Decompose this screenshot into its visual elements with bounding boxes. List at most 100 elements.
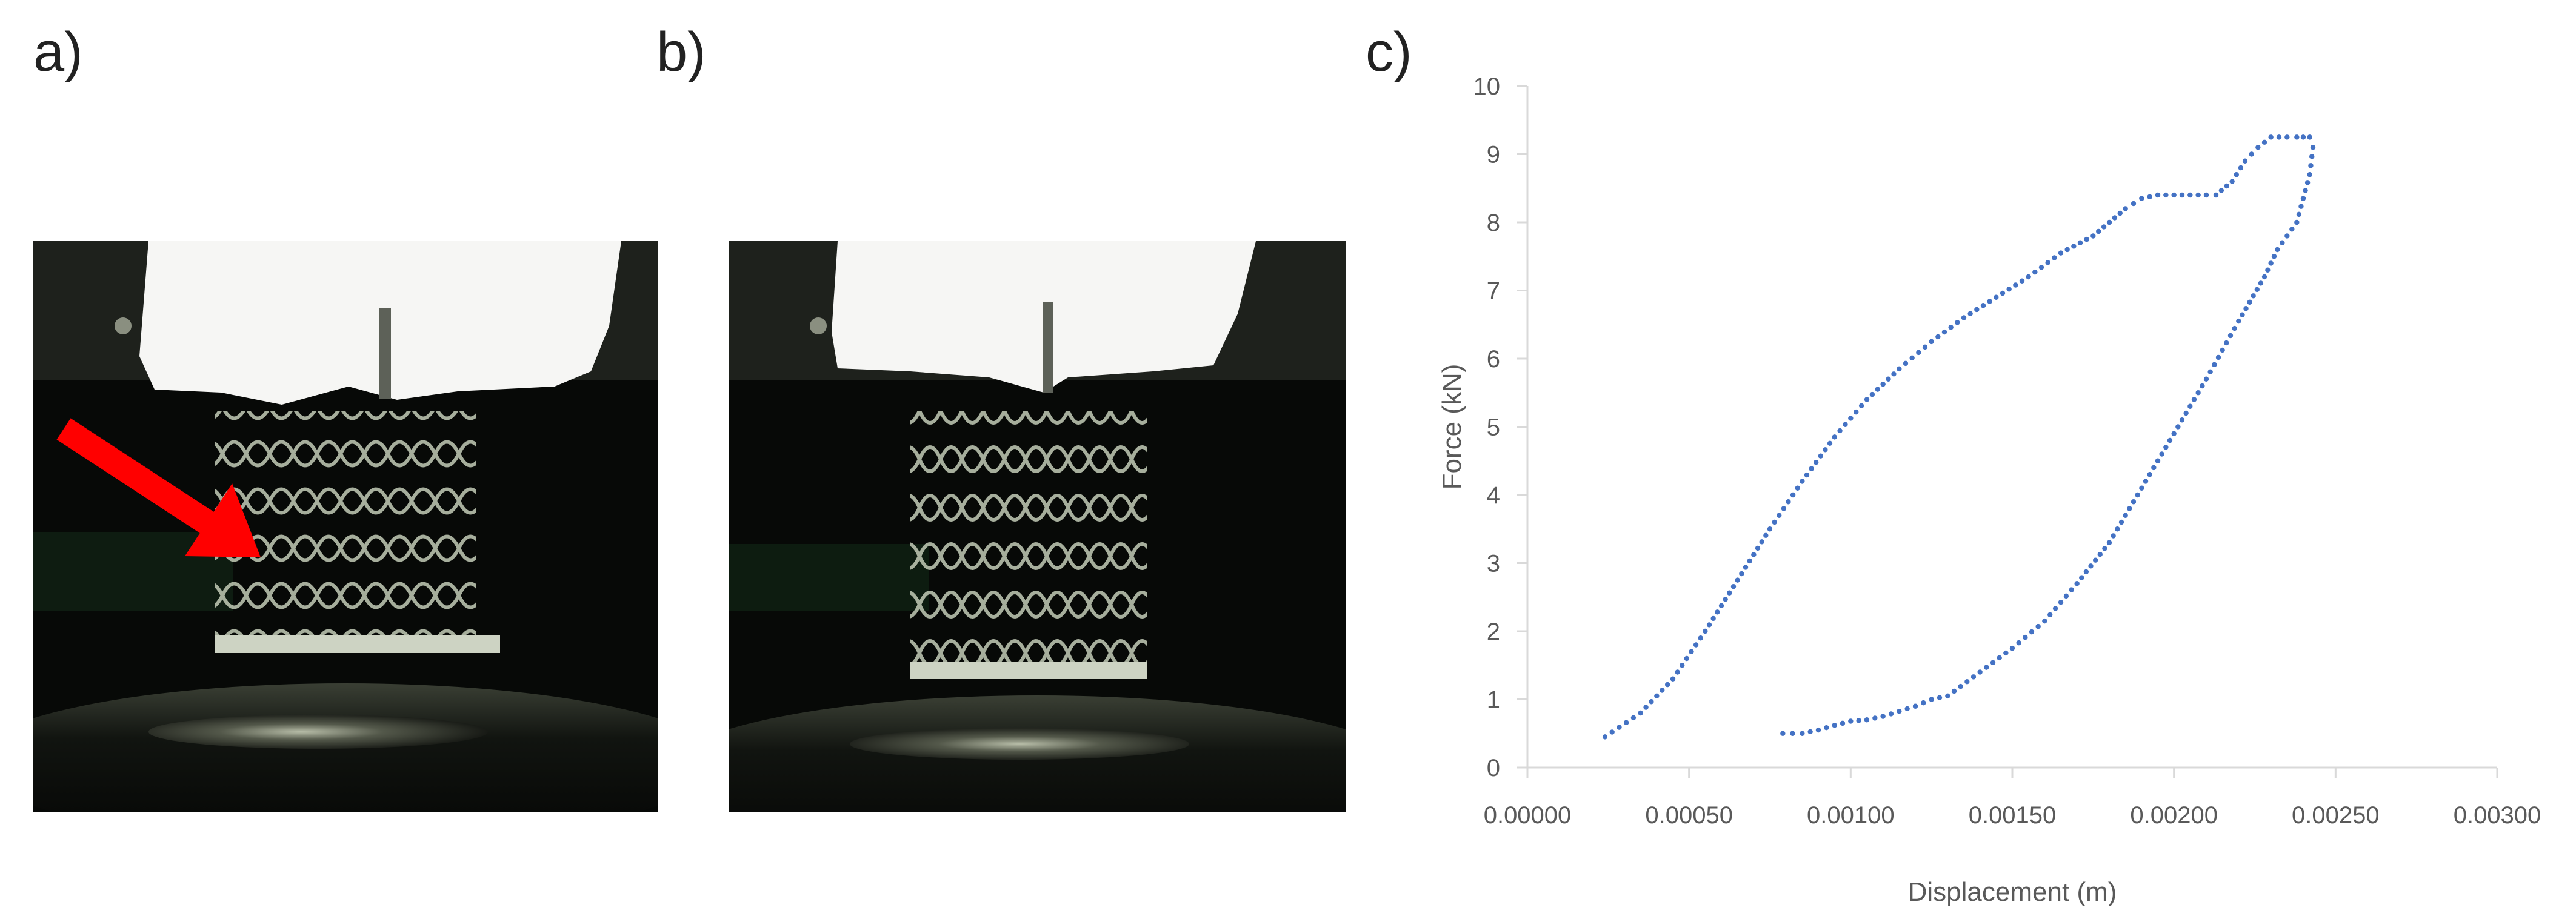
data-point — [2147, 472, 2152, 477]
data-point — [1767, 526, 1773, 532]
data-point — [2265, 267, 2271, 273]
data-point — [2238, 165, 2244, 171]
data-point — [2058, 599, 2064, 605]
data-point — [1703, 628, 1708, 634]
data-point — [2307, 134, 2312, 140]
x-tick-label: 0.00000 — [1484, 802, 1572, 829]
data-point — [1967, 311, 1973, 316]
data-point — [2195, 192, 2201, 198]
data-point — [2284, 233, 2290, 239]
data-point — [1958, 683, 1963, 689]
data-point — [1897, 708, 1902, 714]
data-point — [2026, 274, 2031, 280]
y-tick-label: 8 — [1487, 210, 1500, 236]
data-point — [1747, 558, 1752, 564]
data-point — [2139, 196, 2144, 201]
data-point — [2106, 540, 2112, 545]
data-point — [2236, 318, 2241, 324]
data-point — [2035, 623, 2041, 629]
data-point — [1781, 506, 1787, 511]
data-point — [2096, 228, 2101, 234]
data-point — [1935, 334, 1941, 340]
data-point — [2083, 569, 2089, 575]
data-point — [2151, 465, 2157, 471]
data-point — [1807, 729, 1813, 735]
data-point — [1974, 307, 1980, 313]
data-point — [1772, 519, 1777, 525]
data-point — [2200, 383, 2205, 389]
data-point — [1977, 669, 1983, 675]
data-point — [1937, 695, 1943, 700]
data-point — [1964, 679, 1970, 685]
photo-b — [729, 241, 1346, 812]
data-point — [2276, 134, 2282, 140]
data-point — [2102, 546, 2107, 551]
y-tick-label: 6 — [1487, 346, 1500, 373]
data-point — [2032, 269, 2038, 275]
data-point — [2123, 206, 2128, 211]
data-point — [2135, 492, 2140, 498]
data-point — [1809, 466, 1814, 471]
data-point — [1723, 597, 1728, 602]
data-point — [2175, 424, 2181, 430]
panel-label-c: c) — [1366, 21, 1412, 83]
data-point — [1759, 539, 1764, 545]
chart-labels: 0 1 2 3 4 5 6 7 8 9 10 0.00000 0.00050 0.00100 0.00150… — [1437, 73, 2541, 907]
data-point — [2092, 557, 2098, 563]
photo-b-image — [729, 241, 1346, 812]
data-point — [1990, 660, 1996, 665]
data-point — [2251, 293, 2256, 299]
data-point — [2309, 154, 2315, 159]
data-point — [2006, 287, 2012, 292]
data-point — [2229, 179, 2235, 184]
data-point — [2258, 280, 2264, 286]
data-point — [1970, 674, 1977, 680]
x-tick-label: 0.00150 — [1969, 802, 2057, 829]
data-point — [1864, 397, 1870, 402]
data-point — [2000, 290, 2006, 296]
data-point — [1630, 715, 1637, 721]
data-point — [2224, 340, 2229, 346]
data-point — [2275, 247, 2280, 253]
data-point — [2155, 192, 2161, 198]
data-point — [2023, 634, 2028, 640]
data-point — [1795, 485, 1800, 491]
data-point — [2268, 134, 2274, 140]
data-point — [1916, 350, 1921, 356]
data-point — [2167, 437, 2173, 443]
data-point — [1929, 697, 1934, 702]
data-point — [2308, 163, 2314, 168]
data-point — [2303, 188, 2308, 193]
data-point — [2249, 151, 2254, 157]
force-displacement-chart: 0 1 2 3 4 5 6 7 8 9 10 0.00000 0.00050 0.00100 0.00150… — [1394, 55, 2576, 919]
data-point — [1840, 720, 1846, 726]
data-point — [1790, 492, 1796, 498]
y-tick-label: 1 — [1487, 687, 1500, 714]
data-point — [2247, 299, 2252, 305]
data-point — [2261, 274, 2267, 280]
data-point — [2296, 211, 2302, 217]
data-point — [1670, 676, 1676, 682]
data-point — [1837, 428, 1843, 434]
x-tick-label: 0.00100 — [1807, 802, 1895, 829]
x-tick-label: 0.00050 — [1645, 802, 1733, 829]
data-point — [2074, 581, 2080, 586]
y-tick-label: 2 — [1487, 619, 1500, 645]
panel-label-a: a) — [33, 21, 83, 83]
chart-series — [1602, 134, 2316, 740]
data-point — [1994, 294, 1999, 300]
data-point — [2271, 254, 2277, 259]
data-point — [2163, 192, 2169, 198]
data-point — [2220, 347, 2225, 353]
data-point — [2131, 499, 2137, 505]
data-point — [1715, 609, 1720, 615]
data-point — [2203, 376, 2209, 382]
data-point — [2294, 134, 2300, 140]
data-point — [1856, 718, 1861, 723]
data-point — [2058, 250, 2064, 256]
data-point — [2242, 158, 2248, 164]
data-point — [2191, 397, 2197, 402]
data-point — [1929, 339, 1934, 345]
data-point — [1941, 329, 1947, 335]
data-point — [1858, 403, 1864, 409]
